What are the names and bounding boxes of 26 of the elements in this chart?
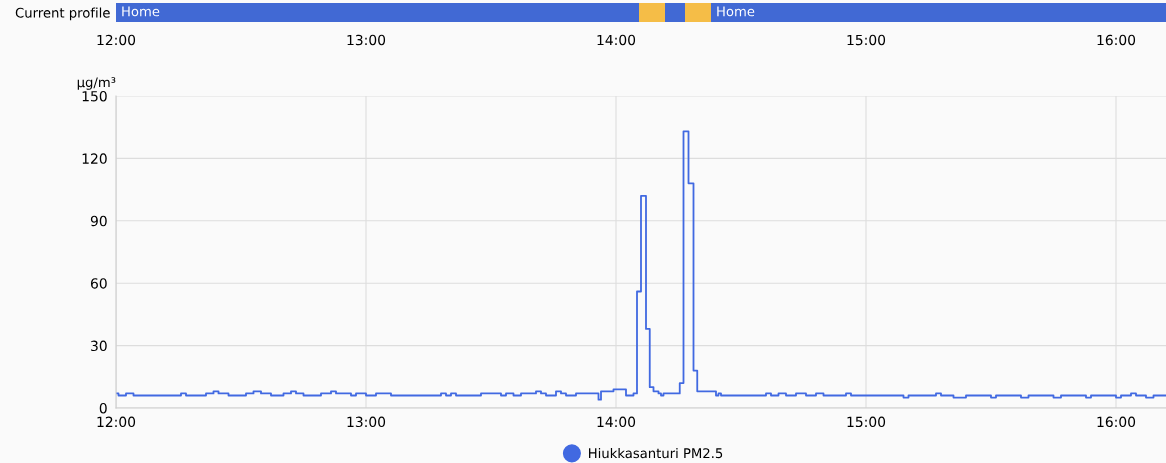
y-tick-label: 0 — [99, 402, 107, 414]
data-label: Home — [717, 6, 755, 17]
x-tick-label: 15:00 — [847, 416, 886, 428]
bar — [711, 3, 1166, 22]
x-tick-label: 13:00 — [347, 416, 386, 428]
y-tick-label: 150 — [82, 90, 107, 102]
x-tick-label: 12:00 — [97, 34, 136, 46]
bar — [685, 3, 711, 22]
y-tick-label: 90 — [90, 215, 107, 227]
bar — [639, 3, 665, 22]
y-tick-label: 30 — [91, 340, 107, 352]
x-tick-label: 15:00 — [847, 34, 886, 46]
x-tick-label: 14:00 — [597, 416, 636, 428]
x-tick-label: 16:00 — [1097, 34, 1136, 46]
x-tick-label: 14:00 — [597, 34, 636, 46]
y-tick-label: 120 — [82, 153, 107, 164]
legend-label: Hiukkasanturi PM2.5 — [589, 447, 723, 459]
y-axis-title: µg/m³ — [77, 77, 116, 90]
y-tick-label: Current profile — [15, 7, 110, 21]
y-tick-label: 60 — [90, 278, 107, 289]
data-label: Home — [122, 6, 160, 17]
bar — [665, 3, 685, 22]
x-tick-label: 16:00 — [1097, 416, 1136, 428]
x-tick-label: 13:00 — [347, 34, 386, 46]
bar — [116, 3, 639, 22]
x-tick-label: 12:00 — [97, 416, 136, 428]
